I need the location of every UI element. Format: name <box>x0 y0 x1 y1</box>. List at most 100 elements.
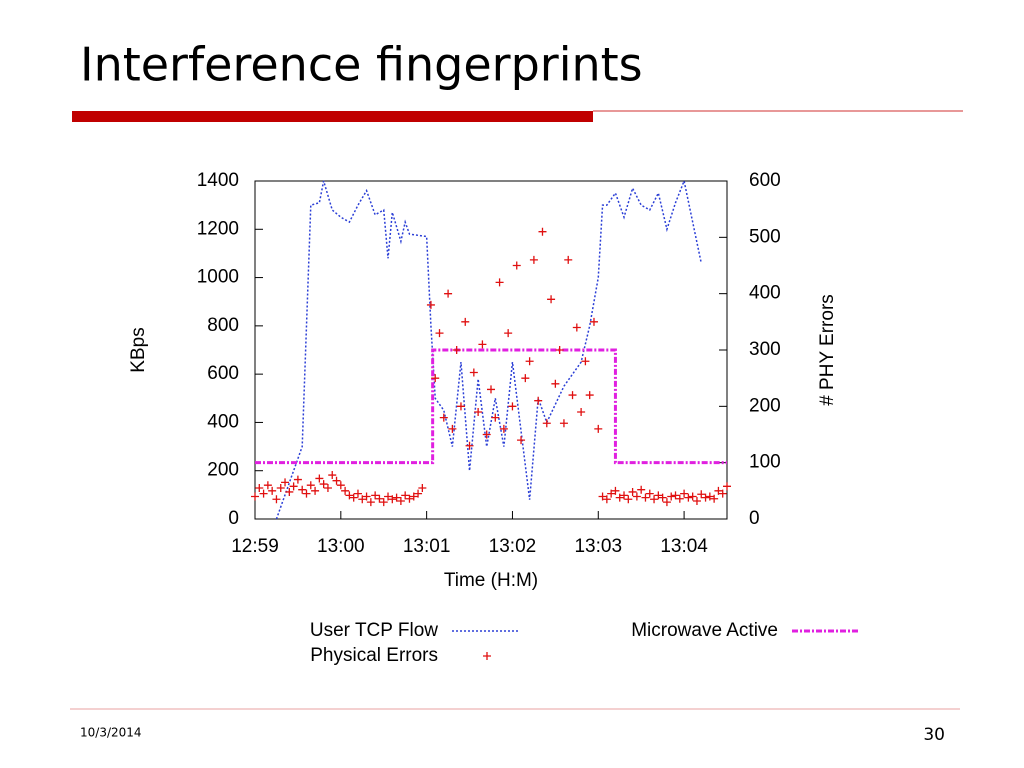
error-point <box>641 493 650 502</box>
error-point <box>680 489 689 498</box>
error-point <box>568 391 577 400</box>
error-point <box>259 489 268 498</box>
error-point <box>379 498 388 507</box>
error-point <box>547 295 556 304</box>
legend-label: User TCP Flow <box>310 620 438 641</box>
y2-tick-label: 300 <box>749 339 781 360</box>
x-tick-label: 13:02 <box>489 536 537 557</box>
error-point <box>452 346 461 354</box>
error-point <box>375 494 384 503</box>
error-point <box>439 413 448 422</box>
error-point <box>517 436 526 445</box>
error-point <box>512 261 521 270</box>
error-point <box>688 492 697 501</box>
y2-tick-label: 500 <box>749 226 781 247</box>
error-point <box>482 430 491 439</box>
error-point <box>306 481 315 490</box>
error-point <box>551 379 560 388</box>
error-point <box>521 374 530 383</box>
error-point <box>602 495 611 504</box>
error-point <box>538 227 547 236</box>
error-point <box>697 490 706 499</box>
y2-tick-label: 600 <box>749 170 781 191</box>
error-point <box>671 491 680 500</box>
error-point <box>624 495 633 504</box>
y-tick-label: 600 <box>207 363 239 384</box>
error-point <box>319 480 328 489</box>
y-tick-label: 1000 <box>197 267 239 288</box>
legend-label: Physical Errors <box>310 645 438 666</box>
error-point <box>461 317 470 326</box>
error-point <box>714 486 723 495</box>
error-point <box>341 486 350 495</box>
error-point <box>564 255 573 264</box>
error-point <box>349 493 358 502</box>
error-point <box>478 340 487 349</box>
error-point <box>353 489 362 498</box>
error-point <box>268 486 277 495</box>
y2-tick-label: 100 <box>749 452 781 473</box>
error-point <box>499 424 508 433</box>
error-point <box>650 495 659 504</box>
page-number: 30 <box>923 725 945 745</box>
error-point <box>555 346 564 354</box>
error-point <box>581 357 590 366</box>
error-point <box>371 491 380 500</box>
y2-axis-label: # PHY Errors <box>817 294 838 406</box>
error-point <box>654 491 663 500</box>
x-tick-label: 13:03 <box>574 536 622 557</box>
error-point <box>615 493 624 502</box>
error-point <box>285 487 294 496</box>
y-axis-label: KBps <box>128 327 149 372</box>
error-point <box>448 424 457 433</box>
error-point <box>658 493 667 502</box>
error-point <box>431 374 440 383</box>
error-point <box>392 493 401 502</box>
y2-tick-label: 0 <box>749 508 760 529</box>
error-point <box>667 492 676 501</box>
x-tick-label: 12:59 <box>231 536 279 557</box>
error-point <box>504 329 513 338</box>
error-point <box>298 485 307 494</box>
error-point <box>718 489 727 498</box>
error-point <box>705 492 714 501</box>
error-point <box>444 289 453 298</box>
error-point <box>577 407 586 416</box>
y2-tick-label: 200 <box>749 395 781 416</box>
y-tick-label: 1200 <box>197 218 239 239</box>
error-point <box>362 492 371 501</box>
x-tick-label: 13:04 <box>660 536 708 557</box>
error-point <box>529 255 538 264</box>
error-point <box>645 489 654 498</box>
error-point <box>435 329 444 338</box>
error-point <box>311 486 320 495</box>
error-point <box>323 484 332 493</box>
error-point <box>293 475 302 484</box>
error-point <box>684 493 693 502</box>
error-point <box>632 492 641 501</box>
error-point <box>401 491 410 500</box>
error-point <box>358 495 367 504</box>
error-point <box>585 391 594 400</box>
error-point <box>366 498 375 507</box>
error-point <box>474 407 483 416</box>
error-point <box>534 396 543 405</box>
error-point <box>542 419 551 428</box>
error-point <box>611 486 620 495</box>
error-point <box>251 492 259 501</box>
error-point <box>607 489 616 498</box>
error-point <box>628 487 637 496</box>
error-point <box>594 424 603 433</box>
error-point <box>384 492 393 501</box>
legend-label: Microwave Active <box>631 620 778 641</box>
error-point <box>328 471 337 480</box>
y-tick-label: 400 <box>207 411 239 432</box>
series-line <box>275 178 702 520</box>
error-point <box>276 484 285 493</box>
error-point <box>710 494 719 503</box>
y-tick-label: 0 <box>228 508 239 529</box>
error-point <box>272 495 281 504</box>
error-point <box>332 476 341 485</box>
error-point <box>281 478 290 487</box>
